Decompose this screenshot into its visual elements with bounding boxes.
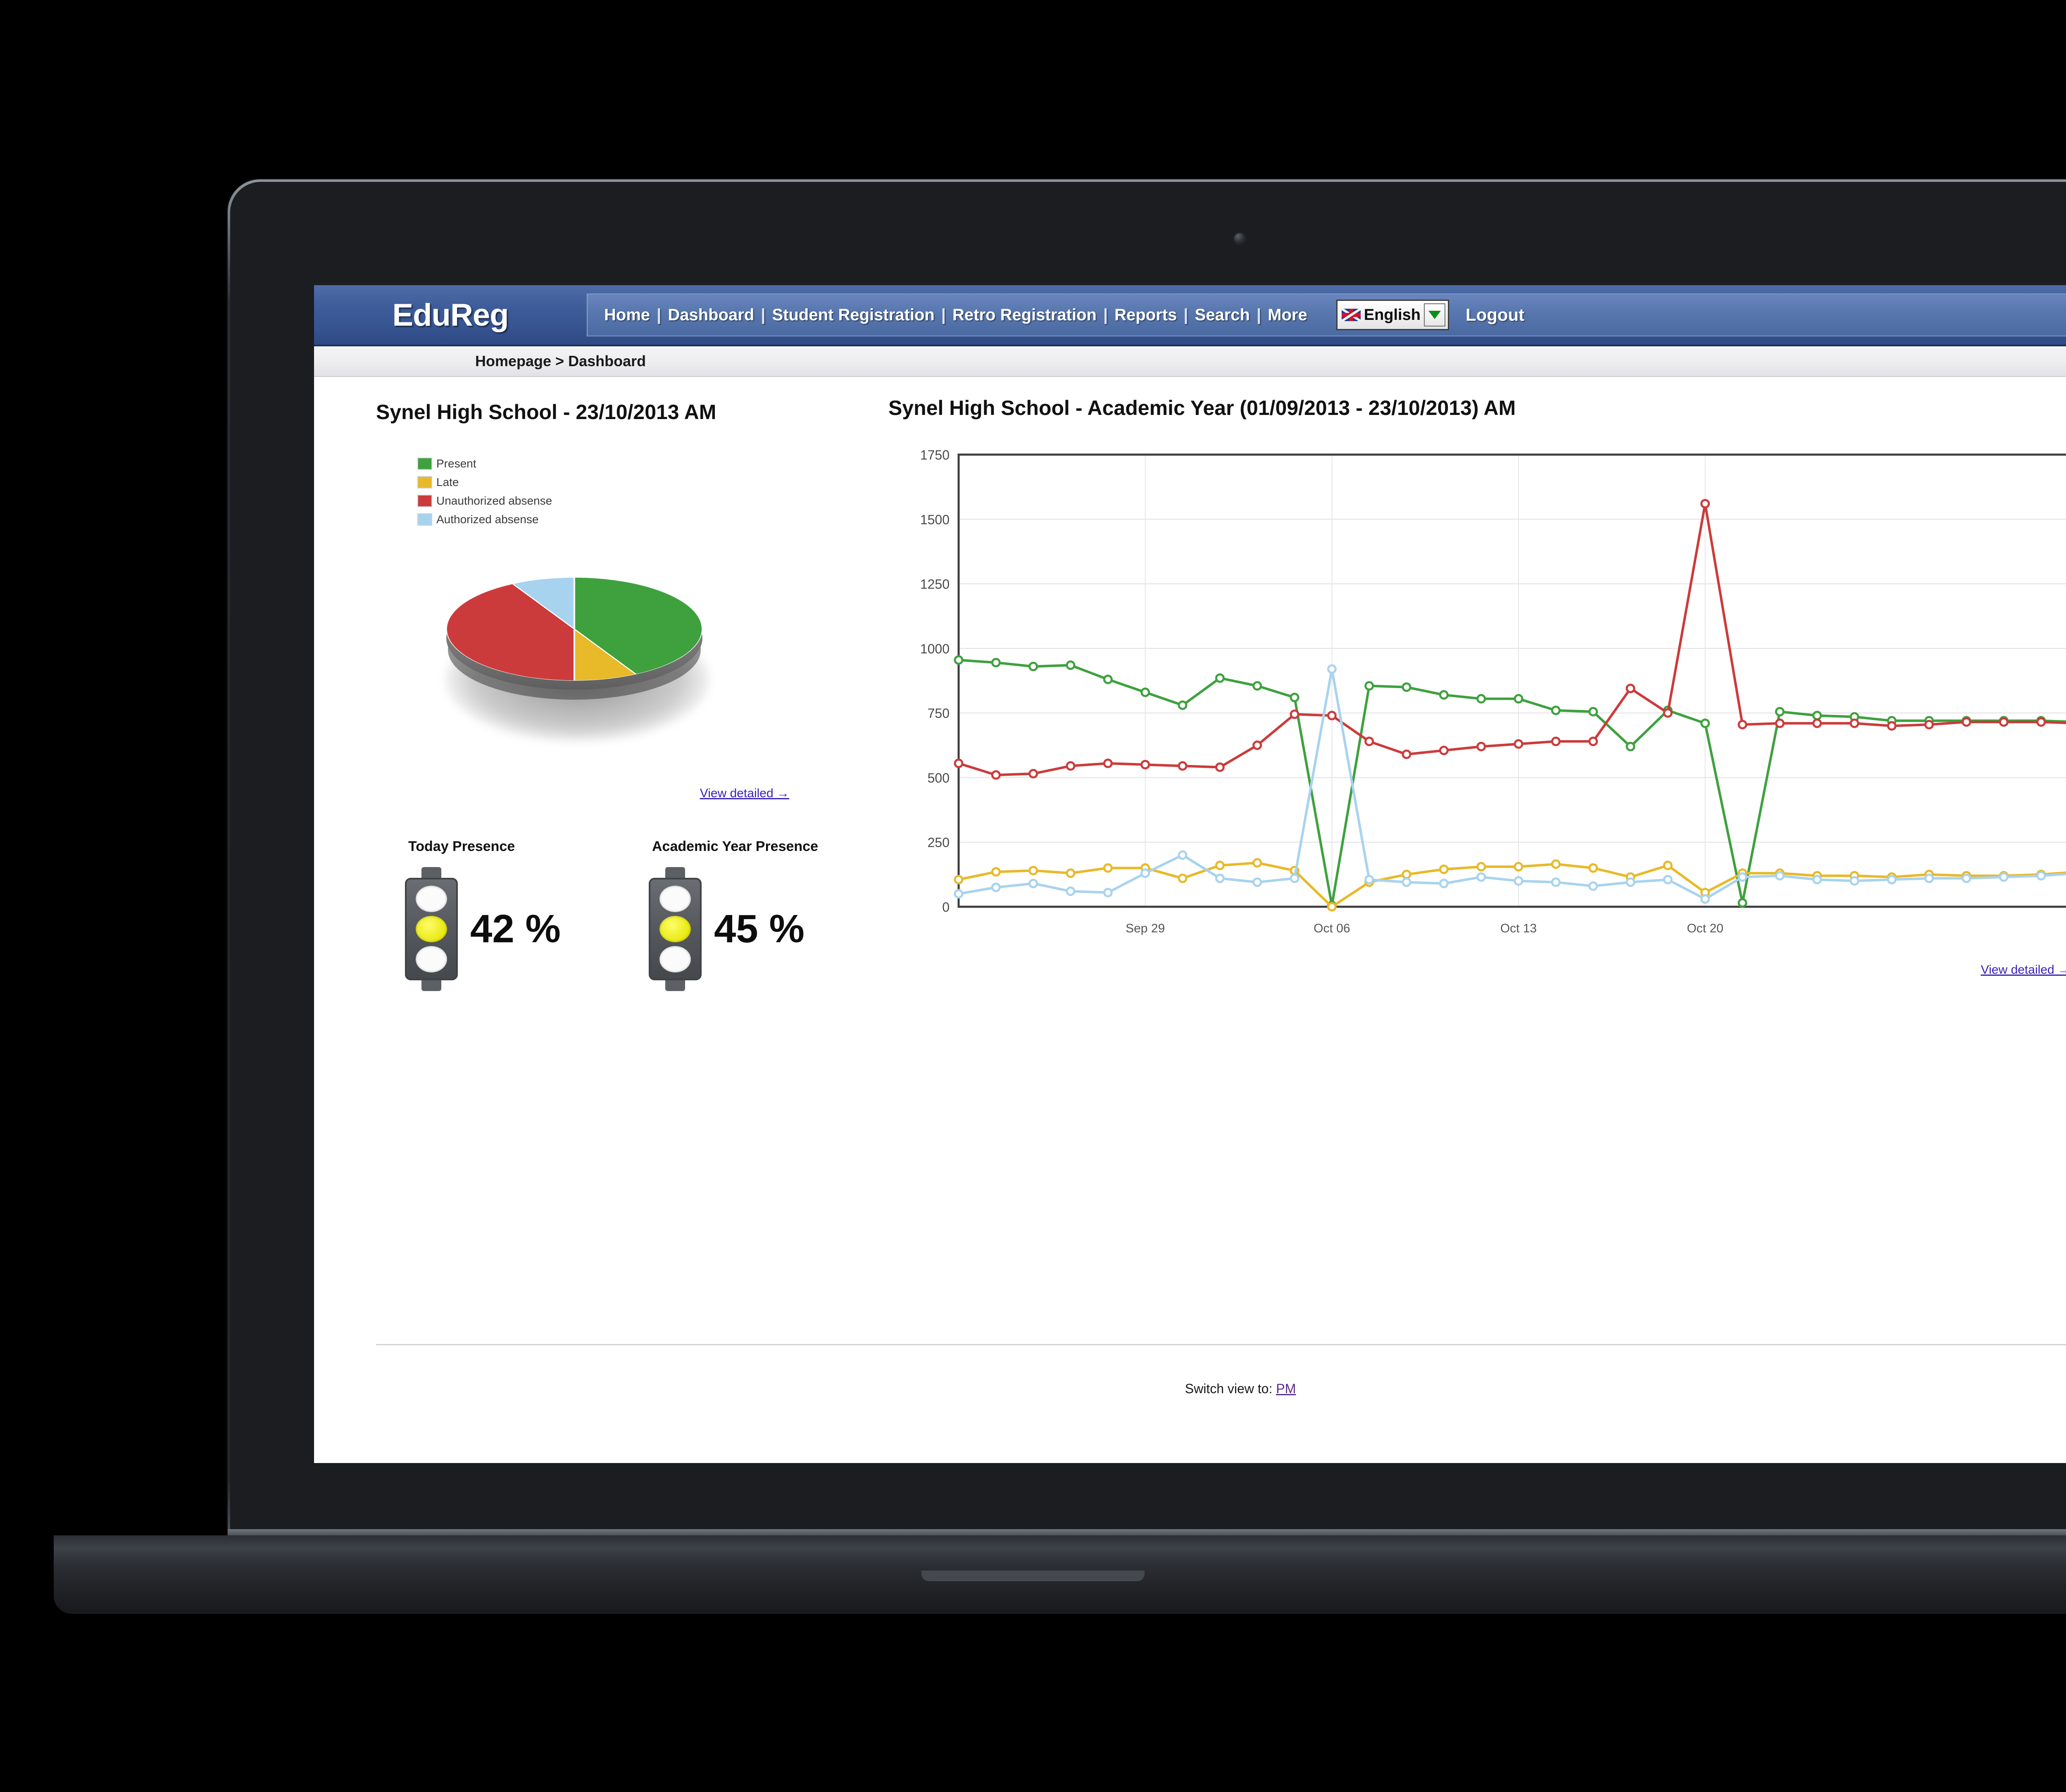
language-selector[interactable]: English xyxy=(1336,300,1449,330)
legend-item-unauthorized-absense: Unauthorized absense xyxy=(417,494,864,508)
lamp-green-off xyxy=(659,946,691,973)
nav-item-dashboard[interactable]: Dashboard xyxy=(668,305,755,324)
nav-separator: | xyxy=(657,305,662,324)
uk-flag-icon xyxy=(1341,309,1361,321)
today-panel: Synel High School - 23/10/2013 AM Presen… xyxy=(376,400,864,991)
lamp-red-off xyxy=(416,885,447,912)
nav-separator: | xyxy=(761,305,766,324)
app-header: EduReg Home | Dashboard | Student Regist… xyxy=(314,285,2066,346)
legend-label-late: Late xyxy=(436,476,459,489)
nav-separator: | xyxy=(941,305,946,324)
nav-separator: | xyxy=(1103,305,1108,324)
legend-item-authorized-absense: Authorized absense xyxy=(417,513,864,526)
traffic-light-icon-today xyxy=(405,867,458,991)
pie-legend: Present Late Unauthorized absense Author… xyxy=(417,457,864,526)
svg-text:Oct 20: Oct 20 xyxy=(1687,922,1723,935)
legend-swatch-late xyxy=(417,476,432,489)
nav-item-more[interactable]: More xyxy=(1268,305,1307,324)
footer-divider xyxy=(376,1344,2066,1345)
nav-separator: | xyxy=(1183,305,1188,324)
legend-swatch-present xyxy=(417,458,432,470)
academic-year-panel-title: Synel High School - Academic Year (01/09… xyxy=(888,396,1516,419)
breadcrumb-bar: Homepage > Dashboard xyxy=(314,346,2066,377)
svg-text:250: 250 xyxy=(928,835,950,850)
switch-view-label: Switch view to: xyxy=(1185,1381,1273,1396)
today-panel-title: Synel High School - 23/10/2013 AM xyxy=(376,400,716,424)
gauge-caption-academic-year: Academic Year Presence xyxy=(652,839,818,854)
nav-item-search[interactable]: Search xyxy=(1195,305,1250,324)
browser-screen: EduReg Home | Dashboard | Student Regist… xyxy=(314,285,2066,1463)
svg-text:Oct 13: Oct 13 xyxy=(1500,922,1537,935)
webcam-icon xyxy=(1234,233,1245,244)
gauge-value-today: 42 % xyxy=(470,907,561,951)
legend-label-unauthorized: Unauthorized absense xyxy=(436,494,552,507)
language-label: English xyxy=(1364,306,1421,324)
nav-separator: | xyxy=(1256,305,1261,324)
app-logo[interactable]: EduReg xyxy=(392,297,509,333)
gauge-academic-year-presence: Academic Year Presence 45 % xyxy=(649,839,843,991)
dashboard-content: Synel High School - 23/10/2013 AM Presen… xyxy=(314,377,2066,1460)
main-navigation: Home | Dashboard | Student Registration … xyxy=(587,293,2066,336)
lamp-yellow-on xyxy=(659,915,691,942)
pie-view-detailed-link[interactable]: View detailed → xyxy=(700,786,789,800)
svg-text:750: 750 xyxy=(928,706,950,721)
legend-swatch-unauthorized xyxy=(417,495,432,507)
traffic-light-icon-academic-year xyxy=(649,867,702,991)
laptop-base-lip xyxy=(921,1570,1145,1581)
svg-text:Oct 06: Oct 06 xyxy=(1314,922,1350,935)
pie-surface xyxy=(446,577,702,681)
lamp-yellow-on xyxy=(416,915,447,942)
nav-item-student-registration[interactable]: Student Registration xyxy=(772,305,935,324)
legend-label-present: Present xyxy=(436,457,476,470)
academic-year-panel: Synel High School - Academic Year (01/09… xyxy=(888,396,2066,977)
switch-view-row: Switch view to: PM xyxy=(314,1381,2066,1396)
breadcrumb[interactable]: Homepage > Dashboard xyxy=(475,353,646,369)
svg-text:Sep 29: Sep 29 xyxy=(1126,922,1165,935)
svg-text:0: 0 xyxy=(942,900,950,915)
nav-item-home[interactable]: Home xyxy=(604,305,650,324)
svg-text:1750: 1750 xyxy=(920,448,950,462)
logout-link[interactable]: Logout xyxy=(1465,305,1525,324)
gauge-today-presence: Today Presence 42 % xyxy=(405,839,599,991)
line-chart: 0 250 500 750 1000 1250 1500 1750 Sep 29 Oct 06 Oc… xyxy=(888,448,2066,956)
legend-swatch-authorized xyxy=(417,513,432,526)
gauge-caption-today: Today Presence xyxy=(408,839,515,854)
nav-item-retro-registration[interactable]: Retro Registration xyxy=(952,305,1097,324)
svg-text:1500: 1500 xyxy=(920,512,950,527)
pie-chart xyxy=(376,548,864,780)
gauge-value-academic-year: 45 % xyxy=(714,907,805,951)
lamp-green-off xyxy=(416,946,447,973)
svg-text:1250: 1250 xyxy=(920,577,950,592)
line-chart-view-detailed-link[interactable]: View detailed → xyxy=(1980,963,2066,977)
legend-item-present: Present xyxy=(417,457,864,470)
svg-text:500: 500 xyxy=(928,770,950,785)
svg-text:1000: 1000 xyxy=(920,641,950,656)
legend-label-authorized: Authorized absense xyxy=(436,513,539,526)
nav-item-reports[interactable]: Reports xyxy=(1114,305,1177,324)
switch-view-pm-link[interactable]: PM xyxy=(1276,1381,1296,1396)
chevron-down-icon[interactable] xyxy=(1423,303,1445,326)
presence-gauges: Today Presence 42 % xyxy=(405,839,864,991)
lamp-red-off xyxy=(659,885,691,912)
legend-item-late: Late xyxy=(417,476,864,489)
